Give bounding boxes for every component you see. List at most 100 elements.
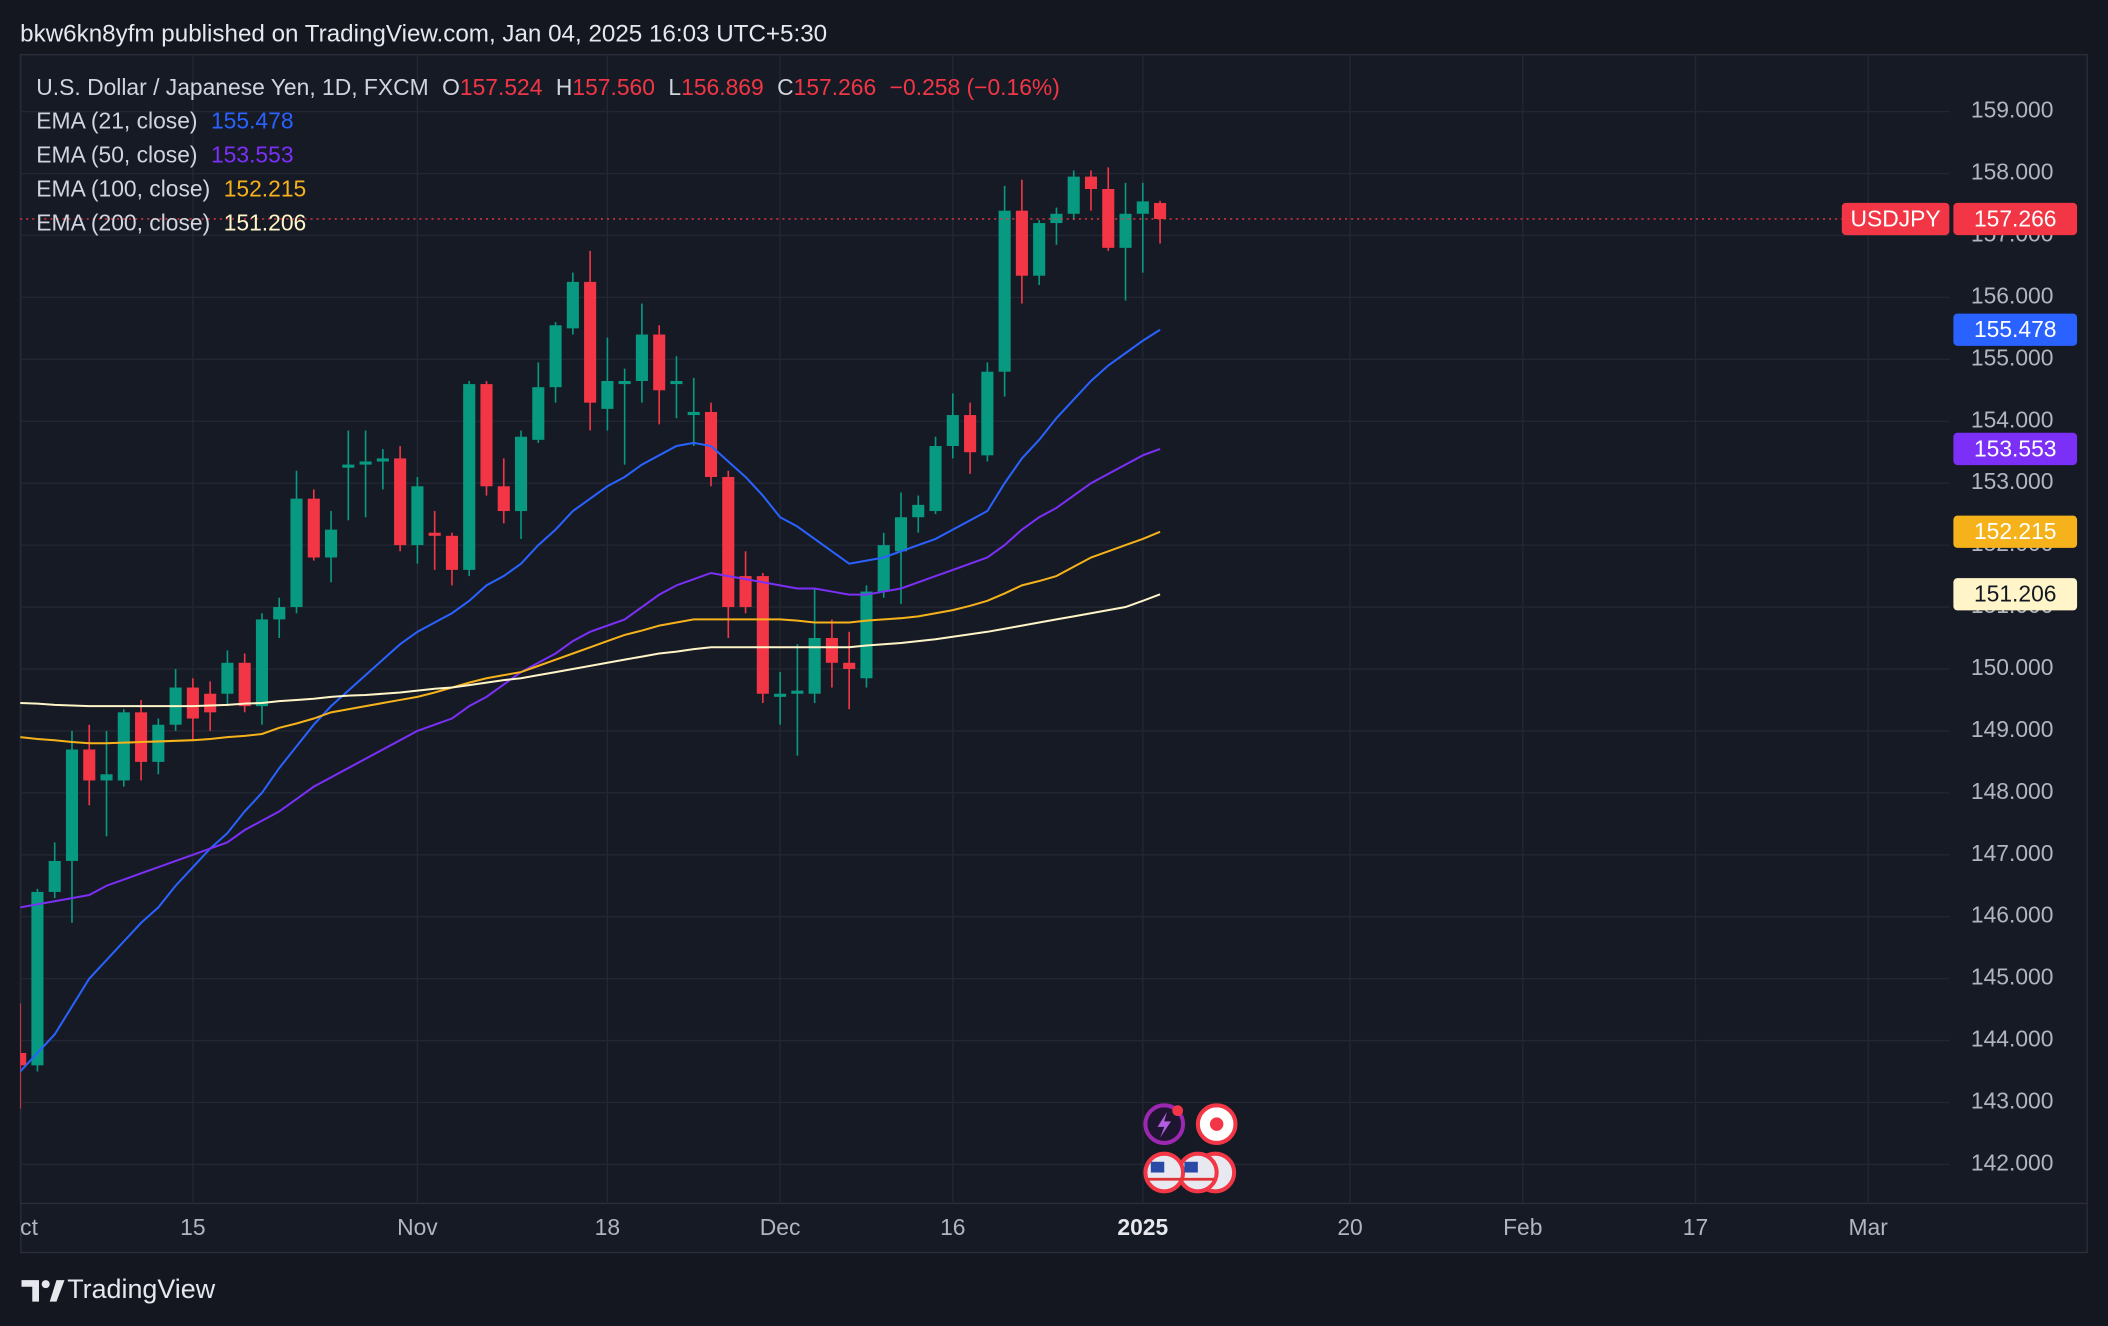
event-dot: [1172, 1105, 1184, 1117]
y-tick-label: 147.000: [1971, 840, 2054, 866]
candle-body: [1067, 176, 1080, 214]
plot-area: [20, 167, 1950, 1109]
flag-canton: [1150, 1161, 1165, 1173]
event-glyph: [1157, 1112, 1171, 1138]
price-tag-value: 157.266: [1974, 205, 2057, 231]
price-axis: 142.000 143.000 144.000 145.000 146.000 147.0…: [1841, 97, 2078, 1175]
candle-body: [342, 464, 355, 468]
logo-shape: [49, 1280, 65, 1302]
legend-name: EMA (100, close): [36, 176, 210, 202]
legend: U.S. Dollar / Japanese Yen, 1D, FXCM O157…: [36, 74, 1060, 236]
ohlc-label: H: [556, 74, 573, 100]
candle-body: [255, 619, 269, 707]
candle-body: [48, 860, 61, 892]
x-tick-label: Oct: [2, 1214, 38, 1240]
candle-body: [756, 576, 769, 694]
y-tick-label: 143.000: [1971, 1088, 2054, 1114]
logo-shape: [21, 1280, 39, 1302]
candle-body: [1033, 223, 1046, 276]
brand-logo: [21, 1280, 65, 1302]
candle-body: [894, 517, 908, 552]
candle-body: [774, 693, 787, 697]
candle-body: [238, 662, 251, 707]
x-tick-label: 16: [940, 1214, 965, 1240]
candle-body: [825, 638, 838, 663]
candle-body: [463, 384, 476, 570]
candle-body: [964, 415, 977, 453]
candle-body: [584, 281, 597, 403]
price-tag-value: 151.206: [1974, 581, 2057, 607]
ohlc-label: L: [668, 74, 681, 100]
candle-body: [791, 690, 804, 694]
candle-body: [653, 334, 666, 391]
candle-body: [204, 693, 217, 713]
symbol-tag: [1841, 202, 1950, 236]
candle-body: [20, 1052, 27, 1066]
legend-value: 151.206: [224, 210, 307, 236]
y-tick-label: 156.000: [1971, 282, 2054, 308]
x-tick-label: 17: [1683, 1214, 1708, 1240]
candle-body: [31, 891, 44, 1066]
logo-shape: [41, 1280, 50, 1289]
candle-body: [428, 532, 441, 536]
symbol-tag-label: USDJPY: [1851, 205, 1941, 231]
candle-body: [186, 687, 199, 719]
candle-body: [704, 411, 718, 477]
candle-body: [1154, 202, 1167, 219]
candle-body: [532, 387, 545, 440]
event-glyph: [1209, 1117, 1224, 1131]
x-tick-label: Feb: [1503, 1214, 1542, 1240]
ema-line: [20, 447, 1161, 909]
candle-body: [152, 724, 165, 762]
event-icons: [1143, 1103, 1238, 1194]
candle-body: [1015, 210, 1028, 276]
candle-body: [929, 446, 942, 512]
x-tick-label: Dec: [760, 1214, 801, 1240]
candle-body: [307, 498, 320, 558]
candle-body: [946, 415, 959, 447]
ohlc-value: 156.869: [681, 74, 764, 100]
candle-body: [394, 458, 407, 546]
candle-body: [670, 380, 683, 385]
candle-body: [722, 476, 735, 608]
candle-body: [1084, 176, 1098, 190]
legend-line: U.S. Dollar / Japanese Yen, 1D, FXCM O157…: [36, 74, 1060, 100]
chart-panel: [20, 53, 2088, 1254]
candle-body: [687, 411, 700, 416]
candle-body: [843, 662, 856, 669]
candle-body: [1102, 189, 1115, 248]
price-tag: [1953, 432, 2078, 466]
legend-value: 155.478: [211, 108, 294, 134]
change-value: −0.258 (−0.16%): [890, 74, 1060, 100]
legend-value: 152.215: [224, 176, 307, 202]
publish-line: bkw6kn8yfm published on TradingView.com,…: [20, 21, 827, 48]
candle-body: [290, 498, 303, 608]
candle-body: [221, 662, 234, 694]
x-tick-label: 15: [180, 1214, 205, 1240]
candle-body: [601, 380, 614, 409]
candle-body: [117, 712, 130, 781]
candle-body: [411, 486, 424, 546]
price-tag: [1953, 515, 2078, 548]
x-tick-label: Nov: [397, 1214, 438, 1240]
y-tick-label: 159.000: [1971, 97, 2054, 123]
y-tick-label: 142.000: [1971, 1149, 2054, 1175]
candle-body: [83, 749, 96, 781]
y-tick-label: 154.000: [1971, 406, 2054, 432]
candle-body: [739, 576, 752, 608]
candle-body: [497, 486, 510, 512]
candle-body: [566, 281, 579, 329]
candle-body: [273, 607, 286, 620]
legend-line: EMA (50, close) 153.553: [36, 142, 293, 168]
candle-body: [549, 325, 562, 388]
y-tick-label: 145.000: [1971, 964, 2054, 990]
legend-line: EMA (200, close) 151.206: [36, 210, 306, 236]
candle-body: [635, 334, 648, 381]
x-tick-label: 2025: [1117, 1214, 1168, 1240]
candle-body: [324, 529, 338, 558]
candle-body: [65, 749, 79, 861]
ema-line: [20, 530, 1161, 745]
candle-body: [1136, 201, 1149, 214]
candle-body: [860, 591, 873, 679]
legend-name: EMA (21, close): [36, 108, 197, 134]
